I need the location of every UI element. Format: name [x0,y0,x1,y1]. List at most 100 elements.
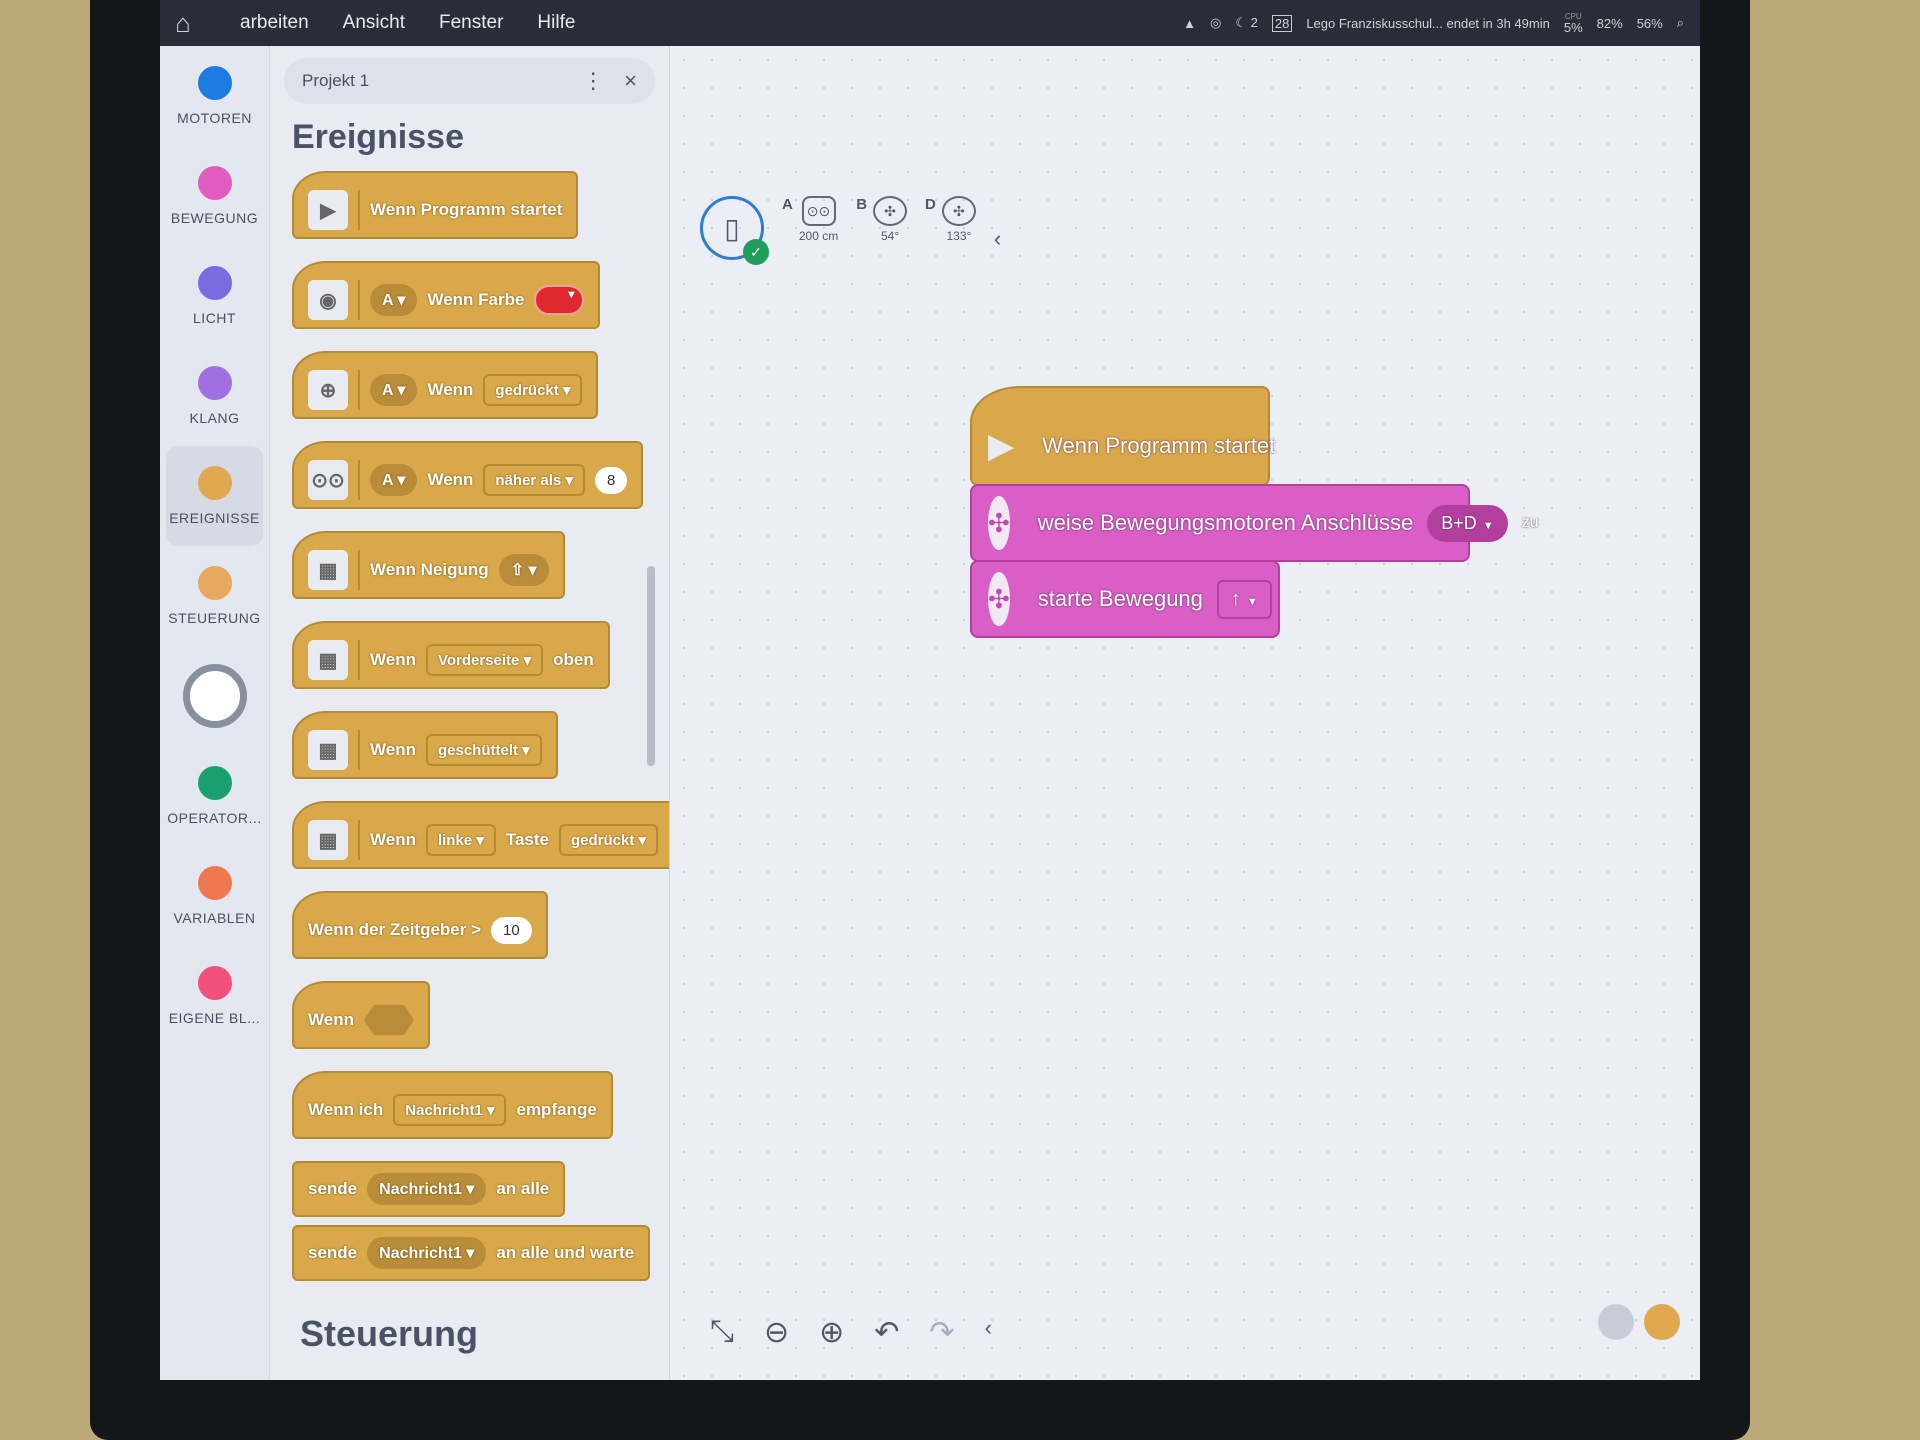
category-motoren[interactable]: MOTOREN [160,46,269,146]
project-tab[interactable]: Projekt 1 ⋮ × [284,58,655,104]
block-when-timer[interactable]: Wenn der Zeitgeber >10 [292,891,548,959]
play-icon: ▶ [988,427,1015,465]
hub-icon: ▦ [308,550,348,590]
category-ereignisse[interactable]: EREIGNISSE [166,446,263,546]
recenter-icon[interactable]: ⤡ [710,1315,734,1348]
gesture-dropdown[interactable]: geschüttelt ▾ [425,734,542,766]
category-label: STEUERUNG [168,610,261,626]
block-when-button[interactable]: ▦ Wenn linke ▾ Taste gedrückt ▾ [292,801,669,869]
block-broadcast[interactable]: sende Nachricht1 ▾ an alle [292,1161,566,1217]
moon-count: 2 [1250,15,1258,30]
disk-monitor: 56% [1636,15,1663,31]
vlc-icon[interactable]: ▲ [1183,15,1196,31]
block-when-tilt[interactable]: ▦ Wenn Neigung ⇧ ▾ [292,531,565,599]
menu-window[interactable]: Fenster [438,12,504,33]
menu-help[interactable]: Hilfe [537,12,576,33]
distance-input[interactable]: 8 [595,466,628,494]
block-when-side-up[interactable]: ▦ Wenn Vorderseite ▾ oben [292,621,610,689]
category-color-icon [197,266,232,300]
menu-view[interactable]: Ansicht [342,12,405,33]
ports-dropdown[interactable]: B+D ▼ [1427,504,1508,542]
connected-check-icon: ✓ [743,239,769,265]
news-icon[interactable]: ◎ [1210,15,1222,30]
project-name: Projekt 1 [302,71,370,90]
color-sensor-icon: ◉ [308,280,348,320]
system-tray: ▲ ◎ ☾ 2 28 Lego Franziskusschul... endet… [1183,12,1700,34]
category-color-icon [197,966,232,1000]
category-sensors[interactable] [160,646,269,746]
block-when-force-pressed[interactable]: ⊕ A ▾ Wenn gedrückt ▾ [292,351,599,419]
button-state-dropdown[interactable]: gedrückt ▾ [559,824,659,856]
calendar-icon[interactable]: 28 [1271,14,1293,32]
category-color-icon [197,766,232,800]
palette-scrollbar[interactable] [647,566,655,766]
movement-motors-icon: ✣ [988,572,1010,626]
category-operator[interactable]: OPERATOR... [160,746,269,846]
port-dropdown[interactable]: A ▾ [370,374,418,406]
message-dropdown[interactable]: Nachricht1 ▾ [367,1173,487,1205]
home-icon[interactable]: ⌂ [175,7,191,38]
collapse-chevron-icon[interactable]: ‹ [984,1315,992,1340]
category-variablen[interactable]: VARIABLEN [160,846,269,946]
block-when-gesture[interactable]: ▦ Wenn geschüttelt ▾ [292,711,558,779]
meeting-status[interactable]: Lego Franziskusschul... endet in 3h 49mi… [1306,15,1550,31]
block-when-color[interactable]: ◉ A ▾ Wenn Farbe ▾ [292,261,601,329]
hub-connection-button[interactable]: ▯ ✓ [700,196,769,265]
redo-icon[interactable]: ↷ [929,1316,955,1349]
zoom-in-icon[interactable]: ⊕ [819,1316,845,1349]
timer-input[interactable]: 10 [491,916,532,944]
moon-icon[interactable]: ☾ 2 [1235,15,1258,30]
category-licht[interactable]: LICHT [160,246,269,346]
block-when-program-starts[interactable]: ▶ Wenn Programm startet [292,171,579,239]
motor-icon: ✣ [941,196,976,226]
message-dropdown[interactable]: Nachricht1 ▾ [393,1094,507,1126]
category-label: MOTOREN [177,110,252,126]
block-when-program-starts[interactable]: ▶ Wenn Programm startet [970,386,1275,486]
category-steuerung[interactable]: STEUERUNG [160,546,269,646]
search-icon[interactable]: ⌕ [1676,15,1684,30]
message-dropdown[interactable]: Nachricht1 ▾ [367,1237,487,1269]
block-when-condition[interactable]: Wenn [292,981,430,1049]
port-dropdown[interactable]: A ▾ [370,284,418,316]
boolean-slot[interactable] [363,1005,414,1035]
block-set-movement-motors[interactable]: ✣ weise Bewegungsmotoren Anschlüsse B+D ▼ zu [970,484,1539,562]
program-script[interactable]: ▶ Wenn Programm startet ✣ weise Bewegungsm… [970,386,1539,638]
side-dropdown[interactable]: Vorderseite ▾ [425,644,544,676]
port-a[interactable]: A ⊙⊙ 200 cm [782,196,839,243]
code-canvas[interactable]: ▯ ✓ A ⊙⊙ 200 cm B ✣ 54° D ✣ 133° ‹ ▶ Wenn Progra… [670,46,1700,1380]
category-label: KLANG [189,410,240,426]
run-button[interactable] [1644,1304,1680,1340]
category-klang[interactable]: KLANG [160,346,269,446]
close-icon[interactable]: × [624,68,637,93]
direction-dropdown[interactable]: ↑ ▼ [1216,579,1272,619]
motor-icon: ✣ [873,196,908,226]
tilt-dropdown[interactable]: ⇧ ▾ [498,554,549,586]
button-dropdown[interactable]: linke ▾ [425,824,496,856]
port-dropdown[interactable]: A ▾ [370,464,418,496]
more-icon[interactable]: ⋮ [582,68,605,93]
port-b[interactable]: B ✣ 54° [856,196,908,243]
collapse-chevron-icon[interactable]: ‹ [993,226,1002,251]
undo-icon[interactable]: ↶ [874,1316,900,1349]
block-when-receive[interactable]: Wenn ich Nachricht1 ▾ empfange [292,1071,613,1139]
zoom-out-icon[interactable]: ⊖ [764,1316,790,1349]
category-bewegung[interactable]: BEWEGUNG [160,146,269,246]
stop-button[interactable] [1598,1304,1634,1340]
category-label: LICHT [193,310,236,326]
category-sidebar: MOTOREN BEWEGUNG LICHT KLANG EREIGNISSE STEUE… [160,46,270,1380]
compare-dropdown[interactable]: näher als ▾ [483,464,585,496]
state-dropdown[interactable]: gedrückt ▾ [483,374,583,406]
movement-motors-icon: ✣ [988,496,1010,550]
menu-edit[interactable]: arbeiten [240,12,309,33]
hub-status: ▯ ✓ A ⊙⊙ 200 cm B ✣ 54° D ✣ 133° ‹ [700,196,1002,265]
block-broadcast-and-wait[interactable]: sende Nachricht1 ▾ an alle und warte [292,1225,651,1281]
category-eigenebl[interactable]: EIGENE BL... [160,946,269,1046]
hub-icon: ▦ [308,820,348,860]
force-sensor-icon: ⊕ [308,370,348,410]
block-when-distance[interactable]: ⊙⊙ A ▾ Wenn näher als ▾ 8 [292,441,644,509]
port-d[interactable]: D ✣ 133° [925,196,976,243]
category-color-icon [182,664,247,728]
block-start-moving[interactable]: ✣ starte Bewegung ↑ ▼ [970,560,1280,638]
color-dropdown[interactable]: ▾ [534,285,585,315]
screen: ⌂ arbeiten Ansicht Fenster Hilfe ▲ ◎ ☾ 2… [160,0,1700,1380]
